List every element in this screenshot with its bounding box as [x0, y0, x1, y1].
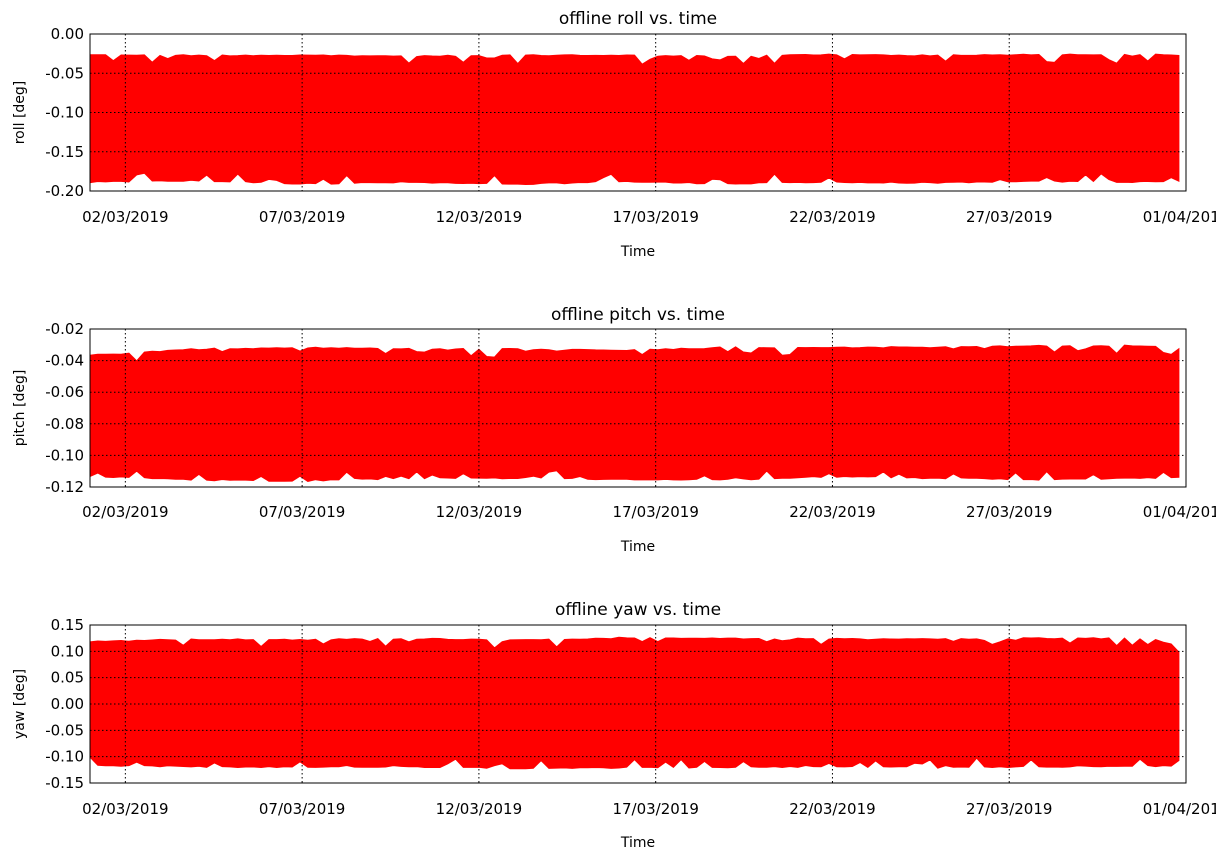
- y-tick-label: -0.05: [45, 721, 84, 739]
- chart-panel-2: offline pitch vs. time 02/03/2019 07/03/20…: [12, 305, 1216, 555]
- y-tick-label: -0.02: [45, 320, 84, 338]
- chart-panel-1: offline roll vs. time 02/03/2019 07/03/201…: [12, 9, 1216, 260]
- x-tick-label: 07/03/2019: [259, 208, 345, 226]
- x-tick-label: 02/03/2019: [82, 208, 168, 226]
- y-tick-label: -0.08: [45, 415, 84, 433]
- x-tick-label: 27/03/2019: [966, 800, 1052, 818]
- x-tick-label: 17/03/2019: [612, 503, 698, 521]
- x-tick-label: 17/03/2019: [612, 800, 698, 818]
- y-tick-label: 0.10: [51, 642, 84, 660]
- y-tick-label: 0.15: [51, 616, 84, 634]
- x-tick-label: 22/03/2019: [789, 503, 875, 521]
- y-tick-label: -0.10: [45, 748, 84, 766]
- plot-frame: [89, 33, 1187, 192]
- x-tick-label: 27/03/2019: [966, 208, 1052, 226]
- y-tick-label: 0.05: [51, 669, 84, 687]
- chart-title: offline roll vs. time: [559, 9, 717, 29]
- y-tick-label: 0.00: [51, 25, 84, 43]
- x-tick-label: 12/03/2019: [436, 800, 522, 818]
- y-tick-label: -0.12: [45, 478, 84, 496]
- y-tick-label: -0.10: [45, 446, 84, 464]
- chart-title: offline yaw vs. time: [555, 600, 721, 620]
- x-tick-label: 17/03/2019: [612, 208, 698, 226]
- plot-frame: [89, 328, 1187, 488]
- x-tick-label: 27/03/2019: [966, 503, 1052, 521]
- x-tick-label: 22/03/2019: [789, 800, 875, 818]
- x-axis-label: Time: [620, 539, 655, 555]
- y-axis-label: roll [deg]: [12, 81, 28, 145]
- x-tick-label: 01/04/2019: [1143, 208, 1216, 226]
- y-tick-label: -0.15: [45, 143, 84, 161]
- y-axis-label: pitch [deg]: [12, 370, 28, 447]
- chart-panel-3: offline yaw vs. time 02/03/2019 07/03/2019…: [12, 600, 1216, 851]
- y-axis-label: yaw [deg]: [12, 669, 28, 739]
- data-series-band: [89, 636, 1180, 770]
- x-axis-label: Time: [620, 244, 655, 260]
- x-axis-label: Time: [620, 835, 655, 851]
- y-tick-label: -0.04: [45, 352, 84, 370]
- x-tick-label: 12/03/2019: [436, 208, 522, 226]
- x-tick-label: 02/03/2019: [82, 503, 168, 521]
- x-tick-label: 07/03/2019: [259, 800, 345, 818]
- x-tick-label: 07/03/2019: [259, 503, 345, 521]
- y-tick-label: 0.00: [51, 695, 84, 713]
- x-tick-label: 02/03/2019: [82, 800, 168, 818]
- x-tick-label: 01/04/2019: [1143, 800, 1216, 818]
- y-tick-label: -0.15: [45, 774, 84, 792]
- x-tick-label: 12/03/2019: [436, 503, 522, 521]
- y-tick-label: -0.06: [45, 383, 84, 401]
- data-series-band: [89, 344, 1180, 483]
- x-tick-label: 01/04/2019: [1143, 503, 1216, 521]
- chart-title: offline pitch vs. time: [551, 305, 725, 325]
- y-tick-label: -0.20: [45, 182, 84, 200]
- y-tick-label: -0.10: [45, 104, 84, 122]
- y-tick-label: -0.05: [45, 64, 84, 82]
- x-tick-label: 22/03/2019: [789, 208, 875, 226]
- plot-frame: [89, 624, 1187, 784]
